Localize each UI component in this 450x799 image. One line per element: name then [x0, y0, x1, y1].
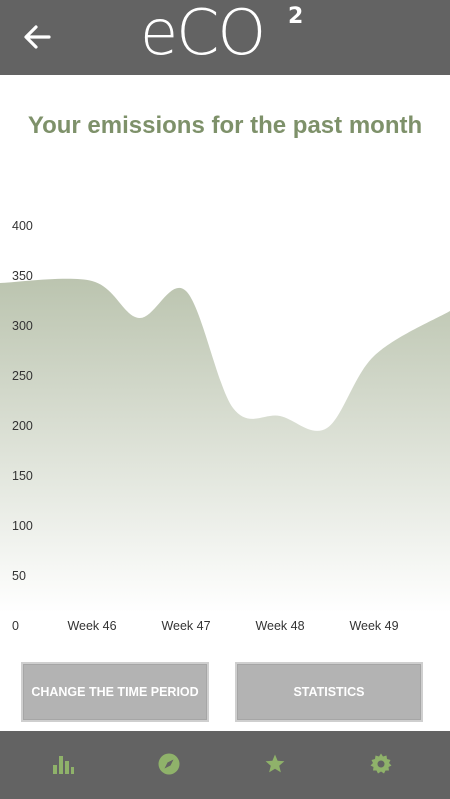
emissions-chart: 0 50 100 150 200 250 300 350 400 Week 46 Week 47 W…	[0, 219, 450, 633]
nav-favorites[interactable]	[260, 749, 290, 779]
y-tick-label: 150	[12, 469, 33, 483]
change-time-period-button[interactable]: CHANGE THE TIME PERIOD	[21, 662, 209, 722]
y-tick-label: 100	[12, 519, 33, 533]
logo-text: eCO	[140, 0, 266, 69]
y-tick-label: 50	[12, 569, 26, 583]
x-tick-label: Week 47	[161, 619, 210, 633]
logo-superscript: 2	[288, 4, 304, 29]
x-tick-label: Week 48	[255, 619, 304, 633]
nav-settings[interactable]	[366, 749, 396, 779]
y-tick-label: 400	[12, 219, 33, 233]
y-tick-label: 200	[12, 419, 33, 433]
nav-explore[interactable]	[154, 749, 184, 779]
y-tick-label: 0	[12, 619, 19, 633]
page-title: Your emissions for the past month	[27, 112, 423, 139]
compass-icon	[158, 753, 180, 775]
back-button[interactable]	[20, 20, 54, 54]
y-tick-label: 300	[12, 319, 33, 333]
arrow-left-icon	[24, 25, 51, 49]
y-tick-label: 250	[12, 369, 33, 383]
nav-statistics[interactable]	[48, 749, 78, 779]
top-app-bar: eCO 2	[0, 0, 450, 75]
gear-icon	[370, 753, 392, 774]
bottom-navigation	[0, 731, 450, 799]
emissions-area	[0, 278, 450, 613]
bar-chart-icon	[53, 756, 74, 774]
x-tick-label: Week 49	[349, 619, 398, 633]
y-tick-label: 350	[12, 269, 33, 283]
x-tick-label: Week 46	[67, 619, 116, 633]
star-icon	[265, 754, 285, 773]
app-logo: eCO 2	[140, 0, 310, 72]
statistics-button[interactable]: STATISTICS	[235, 662, 423, 722]
